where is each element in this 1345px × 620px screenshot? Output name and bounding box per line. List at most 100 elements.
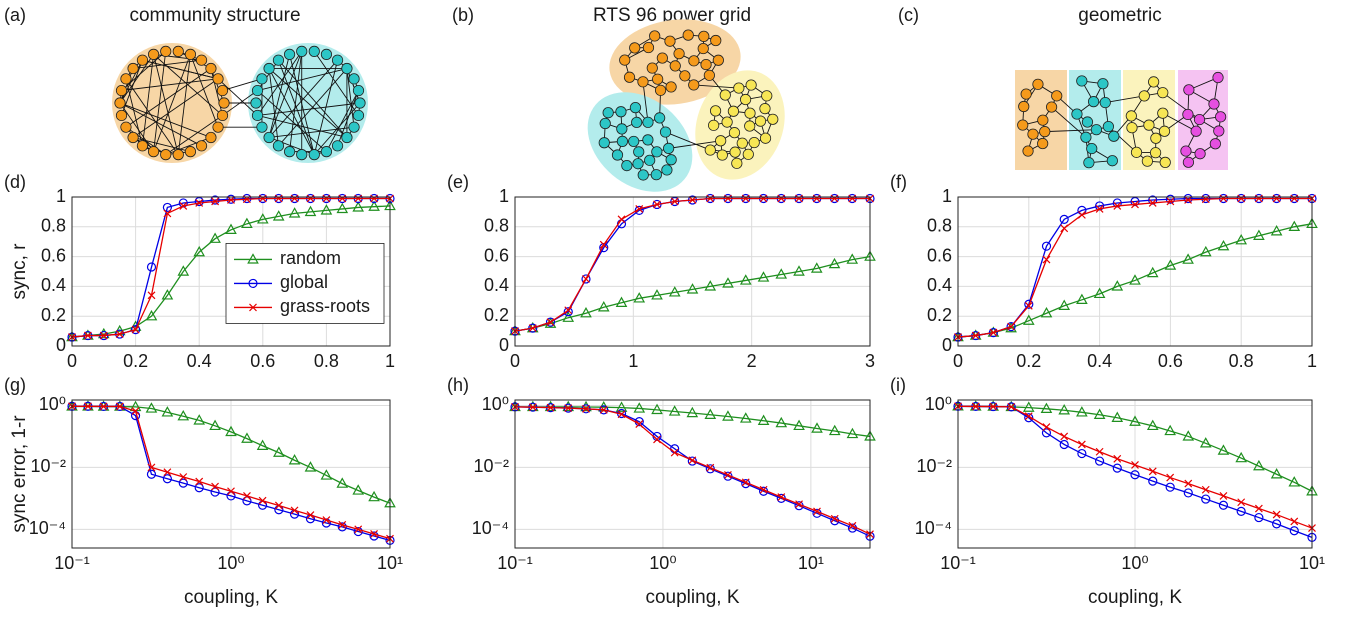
marker: [1166, 197, 1175, 206]
marker: [775, 416, 788, 428]
network-edge: [289, 51, 303, 152]
marker: [272, 210, 285, 221]
network-node: [1182, 108, 1194, 121]
network-node: [698, 30, 710, 42]
marker: [528, 403, 537, 412]
marker: [241, 217, 253, 229]
marker: [563, 307, 573, 317]
network-node: [147, 146, 160, 158]
y-tick-label: 1: [942, 186, 952, 206]
marker: [163, 209, 172, 218]
marker: [131, 325, 140, 334]
marker: [1218, 500, 1229, 510]
network-edge: [346, 68, 355, 128]
y-tick-label: 1: [56, 186, 66, 206]
marker: [706, 194, 715, 203]
network-node: [1193, 113, 1206, 126]
marker: [1217, 239, 1230, 251]
marker: [1272, 519, 1282, 529]
marker: [830, 514, 839, 523]
marker: [777, 194, 786, 203]
marker: [1024, 412, 1033, 421]
marker: [1059, 214, 1069, 224]
network-node: [669, 60, 681, 72]
marker: [273, 446, 285, 457]
marker: [370, 530, 378, 538]
legend-marker-shape: [249, 303, 257, 312]
plot-area: [515, 197, 870, 346]
y-tick-label: 0.6: [927, 245, 952, 265]
network-node: [120, 73, 132, 85]
network-node: [308, 45, 320, 57]
network-edge: [222, 90, 258, 116]
network-node: [673, 48, 685, 60]
marker: [652, 199, 662, 210]
network-node: [1106, 155, 1118, 167]
network-node: [748, 136, 760, 149]
network-node: [619, 54, 631, 66]
marker: [528, 324, 537, 333]
network-node: [1190, 125, 1202, 137]
y-tick-label: 0.8: [484, 216, 509, 236]
marker: [1093, 408, 1106, 419]
marker: [846, 253, 859, 264]
axes-box: [514, 399, 871, 549]
network-node: [716, 149, 728, 161]
network-edge: [1051, 106, 1087, 138]
network-node: [1157, 107, 1169, 119]
marker: [1146, 266, 1159, 278]
network-edge: [257, 51, 303, 116]
marker: [582, 275, 590, 283]
marker: [1148, 195, 1158, 205]
marker: [1288, 476, 1301, 487]
marker: [290, 194, 299, 203]
network-node: [1209, 138, 1221, 150]
marker: [1007, 322, 1016, 331]
series-line: [515, 406, 871, 438]
network-node: [710, 34, 722, 47]
network-node: [745, 79, 757, 91]
marker: [1164, 259, 1177, 270]
marker: [1077, 440, 1086, 449]
marker: [83, 331, 92, 340]
marker: [288, 454, 301, 465]
marker: [147, 291, 156, 300]
network-node: [1081, 116, 1094, 128]
network-node: [1076, 75, 1088, 87]
panel-label: (b): [452, 5, 474, 25]
marker: [354, 525, 363, 534]
network-node: [602, 107, 614, 119]
network-node: [744, 107, 756, 119]
network-node: [127, 62, 139, 75]
marker: [633, 402, 646, 413]
marker: [686, 406, 699, 418]
network-node: [700, 58, 712, 71]
x-tick-label: 0.8: [1229, 351, 1254, 371]
network-node: [727, 105, 740, 117]
marker: [668, 286, 681, 297]
network-node: [1138, 90, 1150, 102]
marker: [1165, 194, 1176, 204]
network-edge: [337, 90, 359, 146]
network-node: [637, 169, 649, 181]
marker: [688, 196, 697, 204]
marker: [988, 327, 999, 338]
network-node: [642, 41, 655, 54]
network-node: [348, 73, 360, 85]
marker: [1253, 459, 1265, 471]
network-edge: [1044, 129, 1097, 133]
marker: [274, 501, 283, 510]
network-node: [631, 116, 643, 128]
marker: [1253, 229, 1265, 240]
network-node: [1208, 98, 1220, 110]
marker: [1199, 245, 1212, 257]
marker: [1024, 413, 1034, 423]
y-tick-label: 0.8: [41, 216, 66, 236]
marker: [1236, 506, 1246, 516]
marker: [1183, 488, 1193, 498]
marker: [338, 520, 347, 529]
network-node: [195, 140, 208, 152]
marker: [321, 518, 331, 528]
marker: [1290, 517, 1299, 526]
